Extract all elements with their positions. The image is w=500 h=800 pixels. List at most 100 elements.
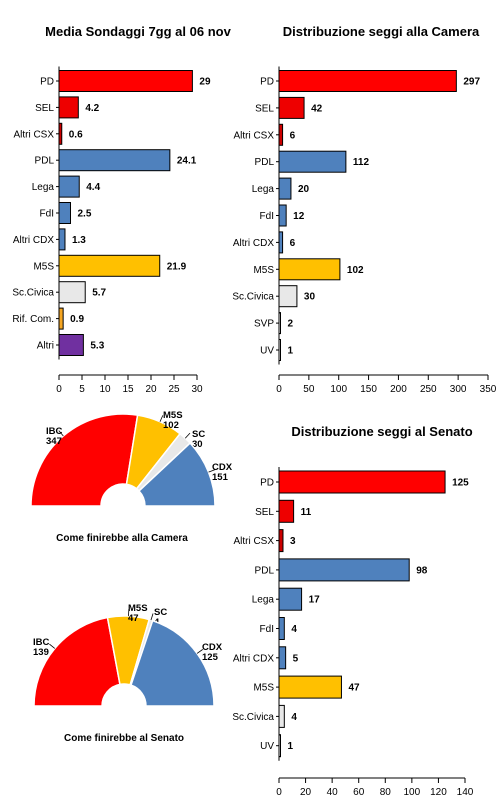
x-tick-label: 250: [420, 384, 437, 395]
data-label: 1: [288, 346, 294, 357]
x-tick-label: 0: [56, 384, 62, 395]
bar-altri-cdx: [58, 228, 66, 251]
category-label: Altri CSX: [233, 130, 274, 141]
slice-name-label: SC: [192, 429, 205, 440]
data-label: 47: [348, 683, 360, 694]
bar-fdi: [278, 204, 287, 227]
slice-value-label: 30: [192, 439, 203, 450]
x-tick-label: 30: [191, 384, 203, 395]
category-label: M5S: [253, 683, 274, 694]
category-label: Altri CDX: [233, 238, 274, 249]
bar-m5s: [278, 258, 341, 281]
chart-caption: Come finirebbe alla Camera: [56, 533, 188, 544]
category-label: Sc.Civica: [232, 292, 274, 303]
slice-value-label: 125: [202, 652, 219, 663]
bar-pd: [278, 70, 457, 92]
category-label: FdI: [260, 624, 274, 635]
bar-uv: [278, 734, 281, 758]
bar-pdl: [58, 149, 171, 172]
category-label: Altri CSX: [233, 536, 274, 547]
bar-m5s: [278, 675, 342, 699]
bar-lega: [58, 175, 80, 198]
category-label: Lega: [32, 182, 55, 193]
bar-sel: [278, 499, 295, 523]
data-label: 2.5: [78, 209, 92, 220]
slice-leader-line: [159, 415, 164, 422]
bar-sc-civica: [278, 704, 285, 728]
data-label: 1.3: [72, 235, 86, 246]
bar-sel: [278, 96, 305, 119]
bar-lega: [278, 177, 292, 200]
bar-sel: [58, 96, 79, 119]
slice-value-label: 347: [46, 436, 62, 447]
x-tick-label: 25: [168, 384, 180, 395]
data-label: 29: [199, 77, 211, 88]
x-tick-label: 100: [330, 384, 347, 395]
data-label: 17: [309, 595, 321, 606]
data-label: 0.6: [69, 129, 83, 140]
category-label: Sc.Civica: [12, 288, 54, 299]
bar-sc-civica: [58, 281, 86, 304]
chart-media-sondaggi: Media Sondaggi 7gg al 06 nov PD 29 SEL 4.2 A…: [12, 24, 231, 395]
category-label: PD: [260, 478, 274, 489]
bar-pdl: [278, 150, 347, 173]
bar-fdi: [58, 202, 71, 224]
category-label: UV: [260, 346, 274, 357]
data-label: 4: [291, 712, 297, 723]
data-label: 42: [311, 103, 323, 114]
category-label: SEL: [35, 103, 54, 114]
x-tick-label: 0: [276, 787, 282, 798]
category-label: FdI: [40, 209, 54, 220]
category-label: UV: [260, 741, 274, 752]
bar-fdi: [278, 617, 285, 640]
category-label: SEL: [255, 507, 274, 518]
category-label: SVP: [254, 319, 274, 330]
x-tick-label: 20: [145, 384, 157, 395]
x-tick-label: 15: [122, 384, 134, 395]
bar-pd: [278, 470, 446, 494]
bar-altri-csx: [58, 122, 63, 145]
category-label: M5S: [253, 265, 274, 276]
bar-svp: [278, 312, 281, 335]
data-label: 6: [290, 238, 296, 249]
bar-rif-com-: [58, 307, 64, 330]
slice-leader-line: [184, 432, 191, 439]
data-label: 0.9: [70, 314, 84, 325]
slice-leader-line: [208, 469, 216, 473]
slice-name-label: IBC: [46, 426, 63, 437]
chart-title: Distribuzione seggi al Senato: [291, 424, 472, 439]
slice-name-label: CDX: [202, 642, 223, 653]
chart-semicircle-senato: IBC139M5S47SC4CDX125 Come finirebbe al S…: [33, 603, 223, 744]
x-tick-label: 10: [99, 384, 111, 395]
x-tick-label: 20: [300, 787, 312, 798]
slice-leader-line: [49, 643, 56, 649]
data-label: 21.9: [167, 261, 187, 272]
slice-ibc: [33, 616, 121, 707]
x-tick-label: 40: [327, 787, 339, 798]
category-label: Sc.Civica: [232, 712, 274, 723]
x-tick-label: 0: [276, 384, 282, 395]
slice-name-label: IBC: [33, 637, 50, 648]
category-label: Altri: [37, 341, 54, 352]
x-tick-label: 200: [390, 384, 407, 395]
bar-m5s: [58, 254, 161, 277]
data-label: 20: [298, 184, 310, 195]
chart-title: Distribuzione seggi alla Camera: [283, 24, 480, 39]
x-tick-label: 100: [404, 787, 421, 798]
data-label: 297: [463, 77, 480, 88]
data-label: 5: [293, 653, 299, 664]
data-label: 4.4: [86, 182, 100, 193]
bar-altri-cdx: [278, 231, 284, 254]
slice-leader-line: [150, 613, 154, 621]
data-label: 30: [304, 292, 316, 303]
slice-name-label: M5S: [163, 410, 183, 421]
data-label: 12: [293, 211, 305, 222]
data-label: 125: [452, 478, 469, 489]
slice-leader-line: [196, 649, 203, 654]
chart-title: Media Sondaggi 7gg al 06 nov: [45, 24, 231, 39]
bar-pd: [58, 70, 193, 92]
x-tick-label: 120: [430, 787, 447, 798]
category-label: PDL: [255, 565, 275, 576]
